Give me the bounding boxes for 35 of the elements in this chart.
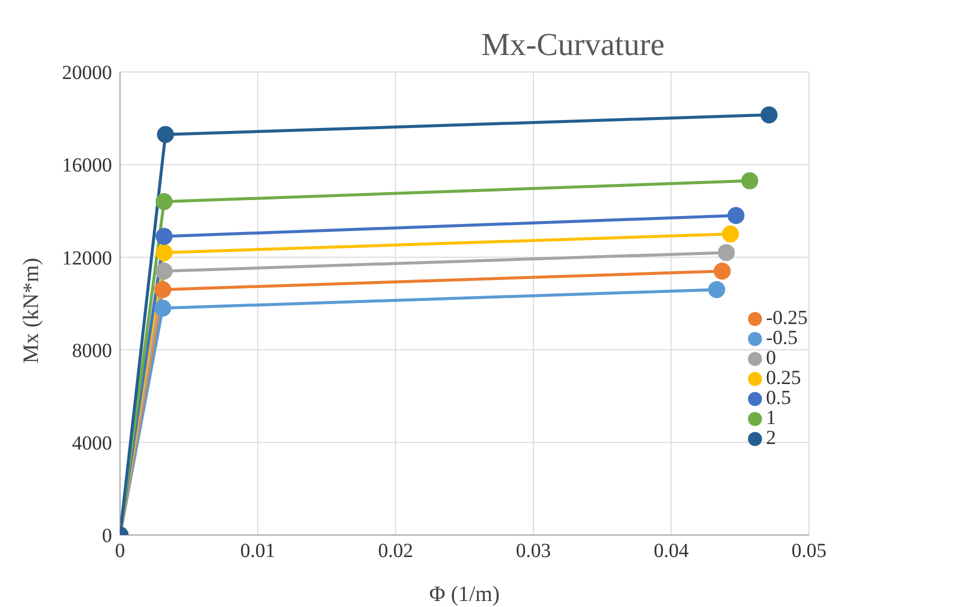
point	[154, 281, 172, 298]
x-tick-label: 0.02	[378, 540, 414, 562]
y-tick-label: 8000	[72, 340, 112, 362]
y-tick-label: 12000	[62, 247, 112, 270]
point	[156, 193, 173, 210]
x-tick-label: 0.01	[240, 540, 276, 562]
x-tick-label: 0.04	[654, 540, 689, 562]
legend-label: 1	[766, 407, 776, 429]
point	[156, 262, 173, 280]
point	[156, 126, 174, 144]
legend-label: -0.5	[766, 327, 798, 349]
x-tick-label: 0.03	[516, 540, 551, 562]
legend-label: 2	[766, 427, 776, 449]
chart-title: Mx-Curvature	[480, 26, 666, 63]
legend-label: 0.25	[766, 367, 801, 389]
point	[760, 106, 778, 124]
point	[741, 172, 758, 190]
point	[727, 207, 744, 224]
point	[156, 244, 173, 262]
y-tick-label: 16000	[62, 154, 112, 177]
y-tick-label: 0	[102, 525, 112, 548]
x-tick-label: 0.05	[792, 540, 826, 562]
point	[718, 244, 735, 262]
point	[156, 228, 173, 245]
legend-label: 0	[766, 347, 776, 369]
y-axis-title: Mx (kN*m)	[18, 258, 43, 364]
point	[722, 226, 739, 243]
legend-label: 0.5	[766, 387, 791, 409]
y-tick-label: 4000	[72, 432, 112, 454]
point	[714, 262, 731, 280]
legend-label: -0.25	[766, 307, 808, 329]
x-axis-title: Φ (1/m)	[429, 581, 500, 606]
point	[708, 281, 726, 298]
y-tick-label: 20000	[62, 62, 112, 84]
point	[154, 300, 172, 317]
